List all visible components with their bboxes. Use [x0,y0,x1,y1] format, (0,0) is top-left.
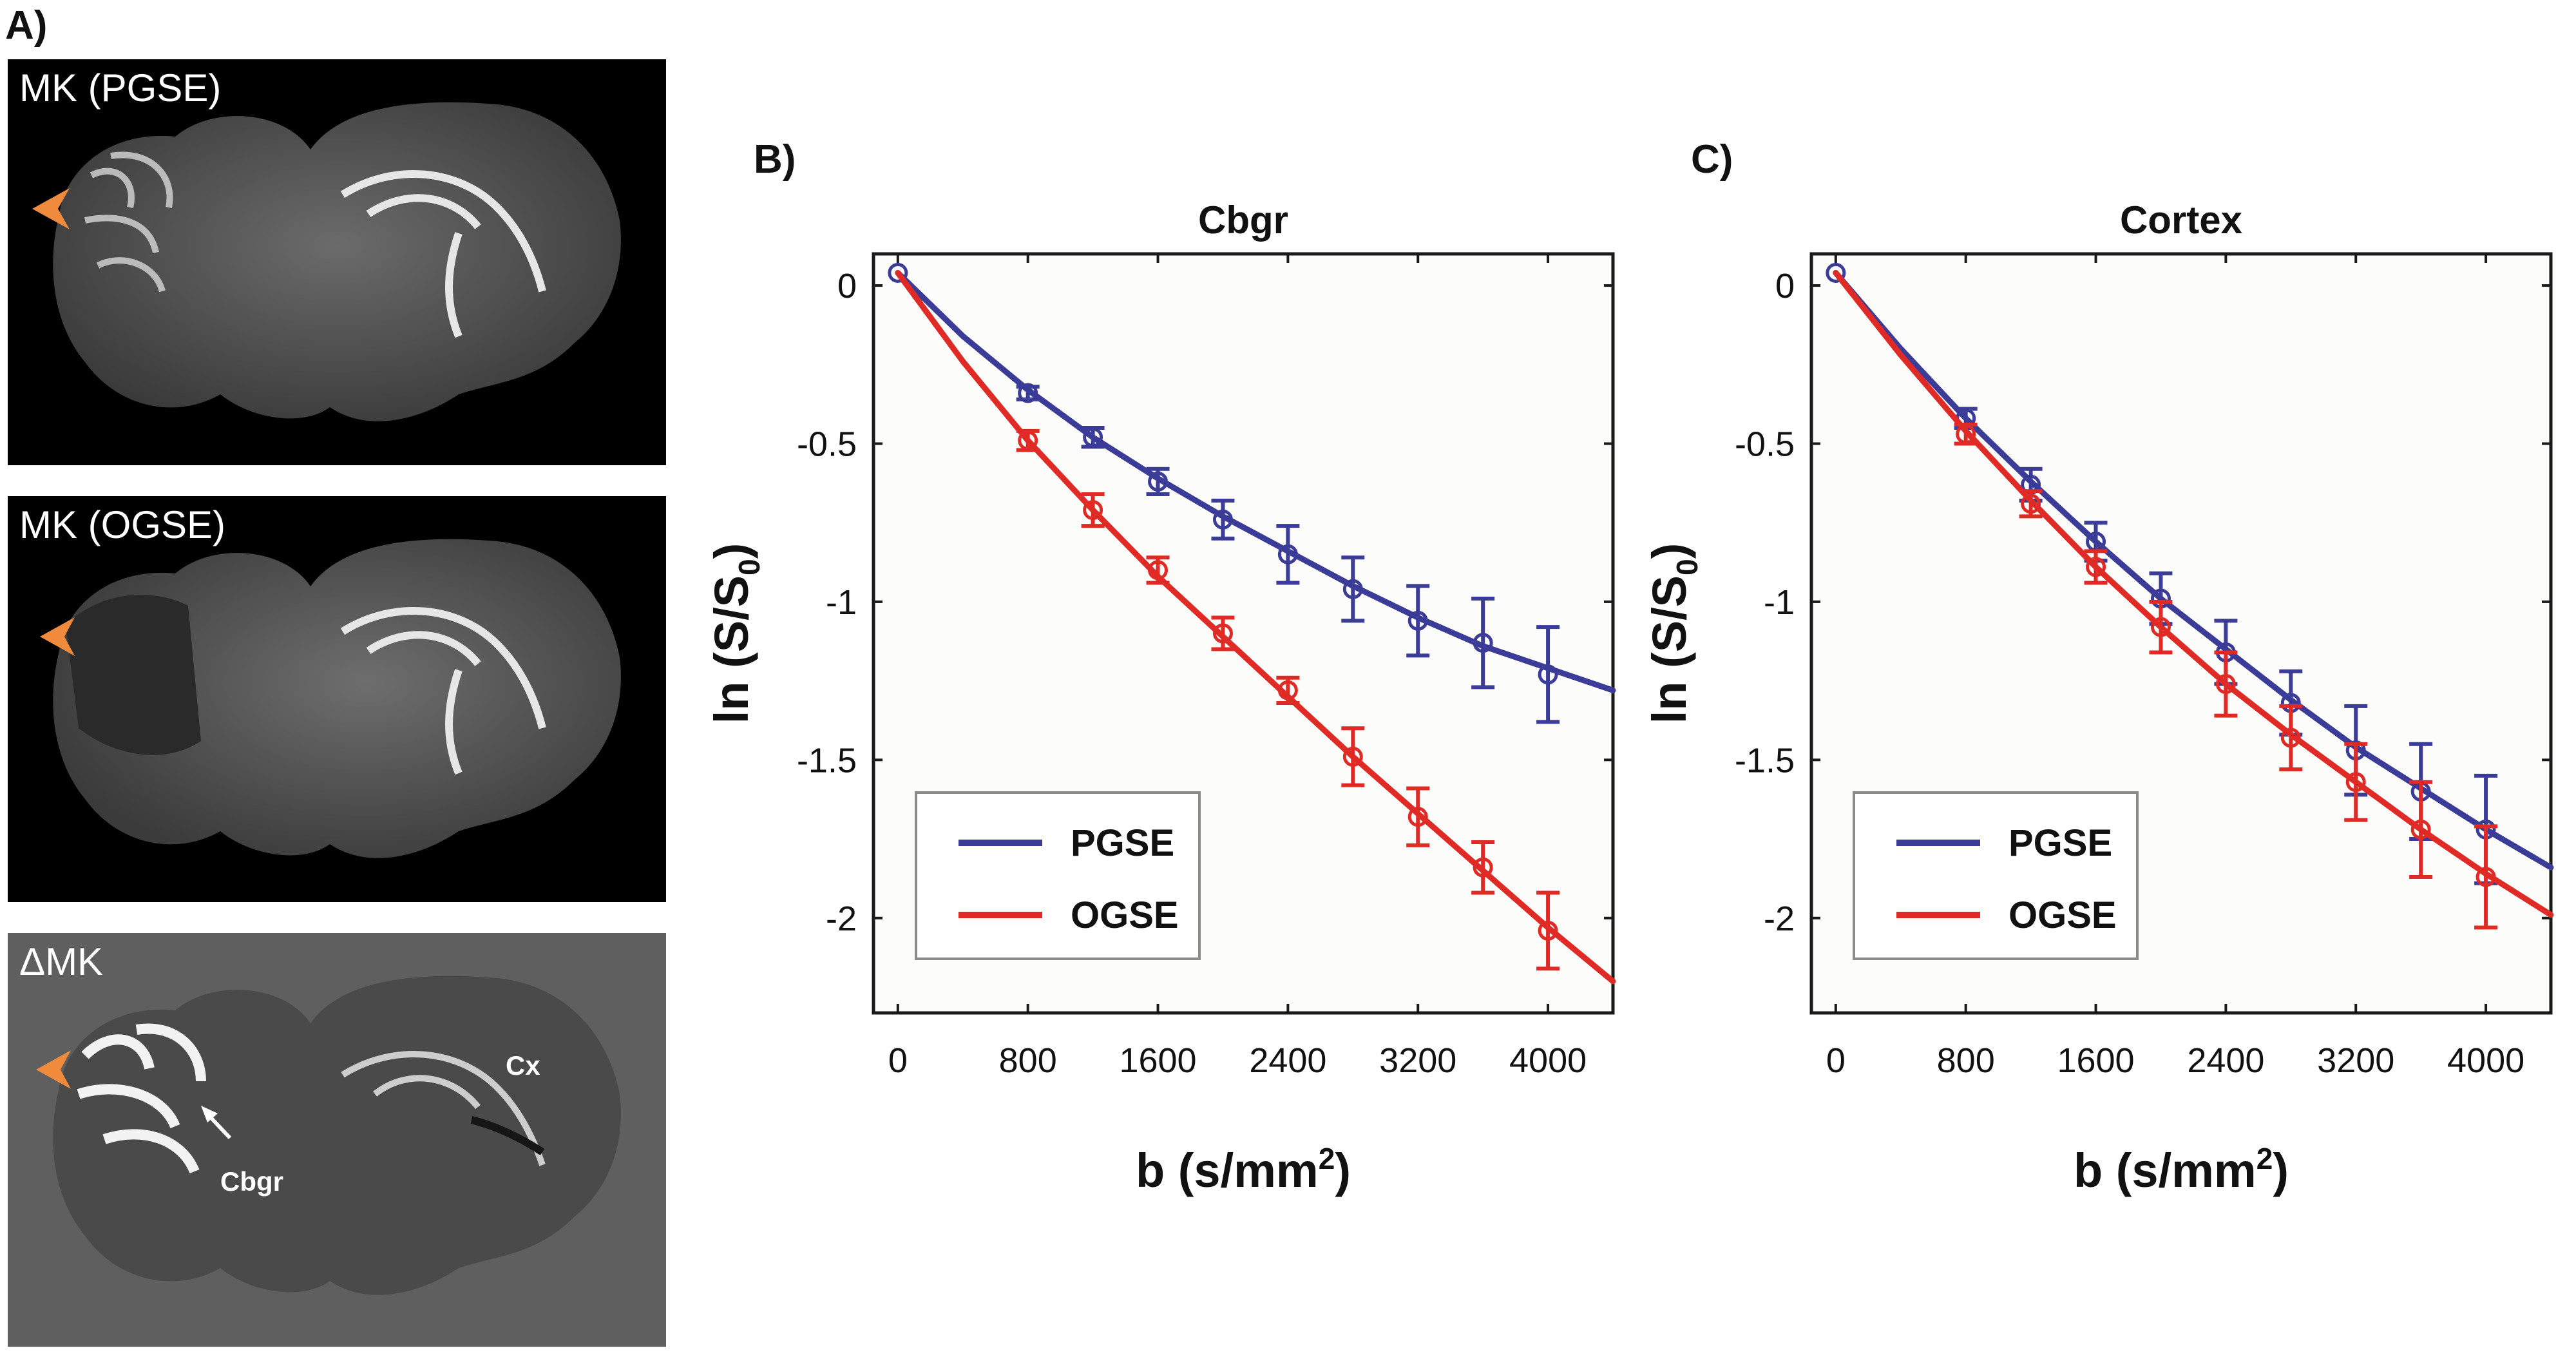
cbgr-ogse-point [1277,680,1298,700]
cbgr-ogse-point [1018,430,1038,451]
cortex-pgse-point [1826,262,1846,283]
cortex-legend [1853,791,2139,960]
cbgr-pgse-point [1538,664,1558,685]
cortex-xtick-label: 0 [1826,1041,1846,1080]
cortex-pgse-fit-line [1833,269,2554,871]
panel-c-letter: C) [1691,137,1733,182]
cbgr-ogse-point [1407,807,1428,827]
cortex-xtick-label: 2400 [2187,1041,2264,1080]
cbgr-ogse-point [1538,920,1558,941]
cbgr-ogse-point [1342,746,1363,767]
cbgr-ytick-label: -1.5 [797,741,857,780]
cortex-ogse-point [1956,424,1976,445]
cbgr-pgse-fit-line [895,269,1616,693]
cortex-ytick-label: -0.5 [1735,425,1795,464]
cbgr-ogse-point [1083,500,1103,521]
cbgr-xtick-label: 3200 [1379,1041,1456,1080]
cbgr-legend-label-ogse: OGSE [1071,894,1179,936]
cortex-ogse-point [2215,674,2236,695]
cbgr-pgse-point [1277,544,1298,564]
cbgr-xtick-label: 0 [888,1041,908,1080]
cortex-ytick-label: 0 [1775,267,1795,305]
mri-delta-mk-image: ΔMK Cx Cbgr [8,933,666,1347]
cortex-xtick-label: 1600 [2057,1041,2134,1080]
cbgr-ytick-label: 0 [837,267,857,305]
cbgr-title: Cbgr [1198,198,1288,242]
cbgr-pgse-point [1212,509,1233,530]
mri-mk-ogse-label: MK (OGSE) [19,503,226,546]
cortex-legend-label-pgse: PGSE [2008,822,2112,864]
annotation-cbgr: Cbgr [220,1166,283,1197]
cortex-ogse-point [2021,494,2041,514]
cortex-xlabel: b (s/mm2) [2074,1142,2289,1197]
cbgr-pgse-point [1148,471,1169,492]
cortex-ogse-fit-line [1833,269,2554,918]
mri-delta-mk-label: ΔMK [19,940,104,983]
mri-mk-ogse-image: MK (OGSE) [8,496,666,902]
panel-a-letter: A) [5,3,48,48]
cbgr-legend-label-pgse: PGSE [1071,822,1174,864]
cbgr-xtick-label: 1600 [1119,1041,1196,1080]
cbgr-xtick-label: 4000 [1509,1041,1587,1080]
cbgr-legend [915,791,1201,960]
mri-mk-pgse-image: MK (PGSE) [8,59,666,465]
cbgr-ogse-point [1148,560,1169,581]
cbgr-ogse-point [1473,857,1493,878]
cortex-ogse-point [2476,867,2496,887]
cortex-xtick-label: 800 [1937,1041,1995,1080]
cortex-xtick-label: 3200 [2317,1041,2394,1080]
cortex-ogse-point [2345,772,2366,793]
cbgr-xlabel: b (s/mm2) [1136,1142,1351,1197]
cbgr-ytick-label: -2 [826,900,857,938]
cbgr-xtick-label: 800 [999,1041,1057,1080]
cbgr-ytick-label: -1 [826,583,857,622]
cortex-ogse-point [2150,617,2171,637]
cortex-ogse-point [2280,727,2301,748]
cbgr-ogse-point [1212,623,1233,644]
cbgr-ytick-label: -0.5 [797,425,857,464]
cbgr-pgse-point [888,262,908,283]
cortex-ytick-label: -1 [1764,583,1795,622]
cbgr-ogse-fit-line [895,269,1616,985]
cortex-xtick-label: 4000 [2447,1041,2524,1080]
annotation-cx: Cx [506,1050,540,1081]
cbgr-pgse-point [1018,383,1038,403]
cortex-title: Cortex [2120,198,2242,242]
mri-mk-pgse-label: MK (PGSE) [19,66,222,110]
cbgr-pgse-point [1083,427,1103,448]
cortex-ogse-point [2086,557,2106,577]
cortex-ogse-point [2410,819,2431,840]
cortex-ytick-label: -1.5 [1735,741,1795,780]
cbgr-pgse-point [1342,579,1363,599]
cortex-ytick-label: -2 [1764,900,1795,938]
panel-b-letter: B) [754,137,796,182]
cbgr-pgse-point [1407,610,1428,631]
cbgr-pgse-point [1473,633,1493,653]
cbgr-xtick-label: 2400 [1249,1041,1326,1080]
cortex-legend-label-ogse: OGSE [2008,894,2117,936]
cortex-ylabel: ln (S/S0) [1643,543,1704,724]
cbgr-ylabel: ln (S/S0) [705,543,766,724]
